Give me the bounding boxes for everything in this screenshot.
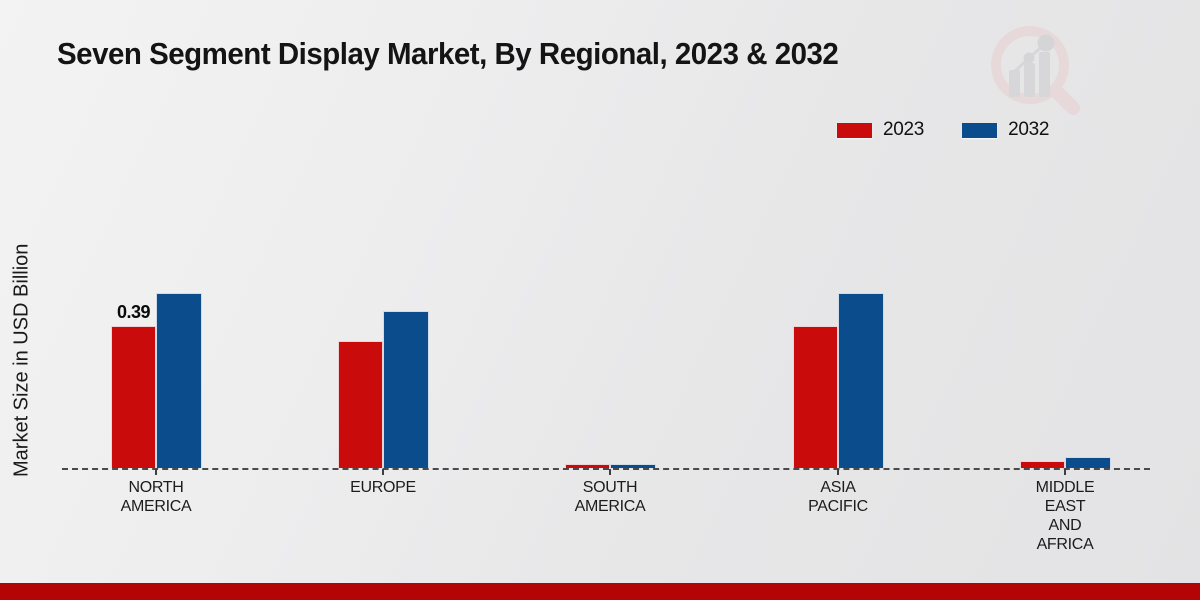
x-axis-label-asia-pacific: ASIA PACIFIC (808, 479, 868, 515)
legend-item-2023: 2023 (837, 119, 924, 141)
x-axis-line (62, 468, 1150, 470)
x-tick-asia-pacific (837, 469, 839, 475)
bar-2032-south-america (610, 464, 656, 468)
legend-label-2023: 2023 (883, 119, 925, 140)
bar-2032-europe (383, 311, 429, 468)
bar-2023-south-america (565, 464, 610, 468)
bar-2023-middle-east-and-africa (1020, 461, 1065, 468)
x-axis-label-north-america: NORTH AMERICA (120, 479, 192, 515)
x-tick-north-america (155, 469, 157, 475)
bar-value-label: 0.39 (116, 302, 151, 322)
legend-swatch-2023 (837, 122, 872, 138)
x-axis-label-europe: EUROPE (350, 479, 416, 496)
x-tick-south-america (609, 469, 611, 475)
y-axis-title: Market Size in USD Billion (10, 243, 33, 477)
bar-2023-asia-pacific (793, 326, 838, 468)
x-axis-label-south-america: SOUTH AMERICA (574, 479, 646, 515)
chart-title: Seven Segment Display Market, By Regiona… (57, 36, 839, 71)
bar-2032-north-america (156, 293, 202, 468)
magnifier-bar-chart-logo-icon (991, 26, 1080, 115)
bar-2023-north-america (111, 326, 156, 468)
x-tick-europe (382, 469, 384, 475)
legend: 2023 2032 (837, 119, 1049, 141)
legend-swatch-2032 (962, 122, 998, 138)
footer-accent-bar (0, 583, 1200, 600)
bar-2032-middle-east-and-africa (1065, 457, 1111, 468)
legend-item-2032: 2032 (962, 119, 1049, 141)
x-axis-label-middle-east-and-africa: MIDDLE EAST AND AFRICA (1035, 479, 1095, 553)
bar-2032-asia-pacific (838, 293, 884, 468)
x-tick-middle-east-and-africa (1064, 469, 1066, 475)
legend-label-2032: 2032 (1008, 119, 1050, 140)
bar-2023-europe (338, 341, 383, 468)
